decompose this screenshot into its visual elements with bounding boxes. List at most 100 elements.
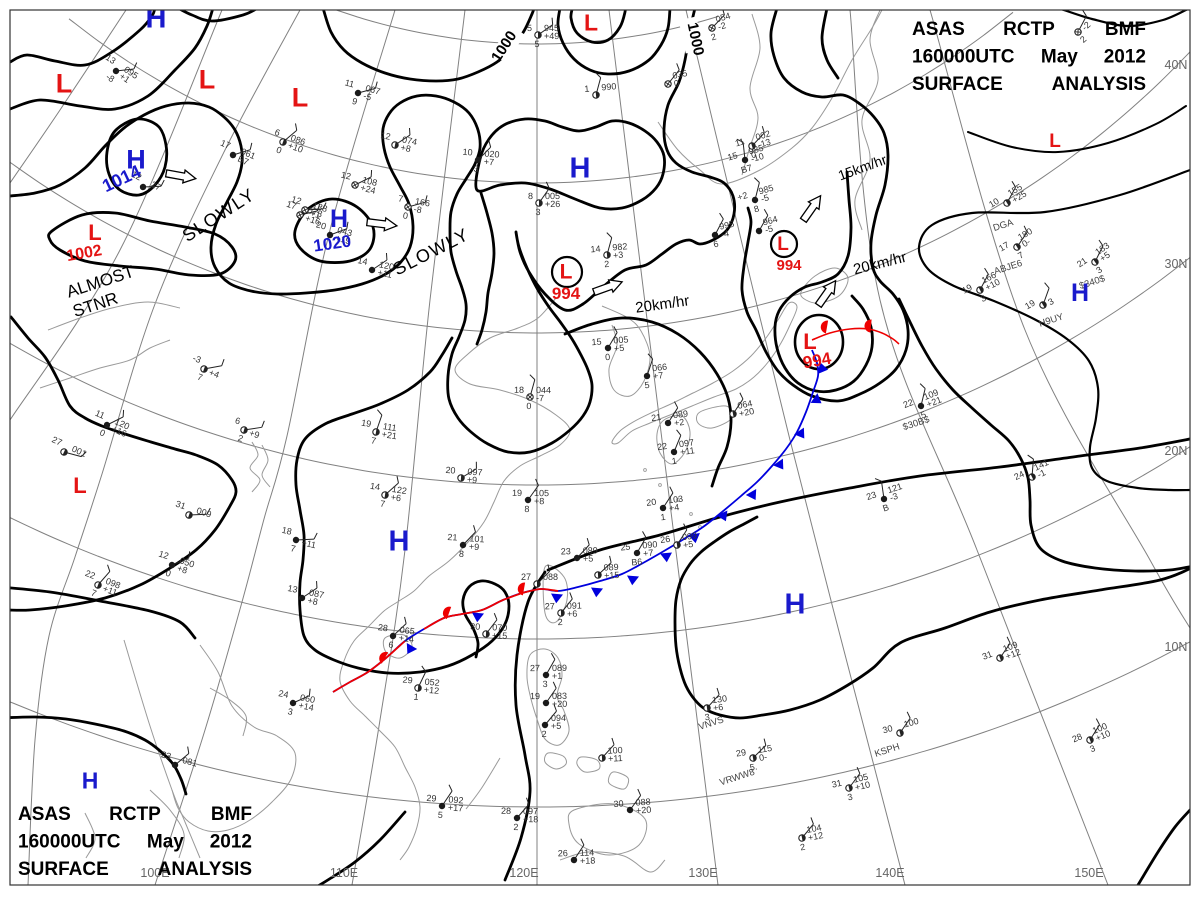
svg-text:21: 21 xyxy=(1075,255,1089,269)
svg-text:0: 0 xyxy=(402,210,409,221)
svg-text:+7: +7 xyxy=(483,156,494,167)
svg-text:115: 115 xyxy=(757,743,773,755)
svg-text:9: 9 xyxy=(351,96,358,107)
svg-text:+9: +9 xyxy=(469,541,480,552)
svg-text:8: 8 xyxy=(528,191,533,201)
svg-text:+11: +11 xyxy=(608,753,623,764)
svg-text:30: 30 xyxy=(470,621,480,631)
svg-text:+20: +20 xyxy=(636,805,652,816)
svg-text:5: 5 xyxy=(919,409,927,420)
svg-text:H: H xyxy=(785,588,806,620)
svg-text:+7: +7 xyxy=(652,370,663,381)
svg-text:5.: 5. xyxy=(749,762,758,773)
svg-text:101: 101 xyxy=(469,533,485,544)
svg-text:043: 043 xyxy=(336,225,353,238)
svg-text:+19: +19 xyxy=(334,233,351,247)
svg-text:994: 994 xyxy=(776,257,802,274)
svg-text:B7: B7 xyxy=(740,163,753,176)
svg-text:1002: 1002 xyxy=(65,242,103,265)
svg-text:12: 12 xyxy=(340,170,352,182)
svg-text:12: 12 xyxy=(157,549,170,562)
svg-text:18: 18 xyxy=(514,385,524,395)
svg-text:20N: 20N xyxy=(1165,444,1188,458)
svg-text:19: 19 xyxy=(512,488,522,498)
svg-text:130E: 130E xyxy=(688,866,717,880)
svg-text:097: 097 xyxy=(678,437,694,449)
svg-text:+14: +14 xyxy=(398,633,414,645)
svg-text:+1: +1 xyxy=(118,71,132,85)
svg-text:+5: +5 xyxy=(682,539,693,550)
svg-text:120E: 120E xyxy=(509,866,538,880)
svg-text:+15: +15 xyxy=(604,570,620,581)
svg-text:May: May xyxy=(147,832,184,853)
svg-text:8: 8 xyxy=(753,203,761,214)
svg-text:+6: +6 xyxy=(712,702,723,713)
svg-text:31: 31 xyxy=(174,499,187,512)
svg-text:+5: +5 xyxy=(583,553,594,563)
svg-text:23: 23 xyxy=(160,749,172,761)
svg-text:H: H xyxy=(1071,279,1089,307)
svg-text:19: 19 xyxy=(960,282,973,295)
svg-text:2: 2 xyxy=(237,433,245,444)
svg-text:122: 122 xyxy=(391,484,407,496)
svg-text:120: 120 xyxy=(378,259,395,272)
svg-text:26: 26 xyxy=(660,534,671,545)
svg-text:1000: 1000 xyxy=(684,21,708,57)
svg-text:20: 20 xyxy=(646,497,657,508)
svg-text:0: 0 xyxy=(605,352,611,362)
svg-text:+17: +17 xyxy=(448,802,464,813)
svg-text:L: L xyxy=(1049,131,1061,152)
svg-text:054: 054 xyxy=(714,11,731,25)
svg-text:-3: -3 xyxy=(888,491,899,503)
svg-text:8: 8 xyxy=(524,504,529,514)
svg-text:+10: +10 xyxy=(854,779,871,792)
svg-text:+8: +8 xyxy=(534,496,544,506)
svg-text:5: 5 xyxy=(644,380,650,391)
svg-text:B7: B7 xyxy=(236,154,250,167)
svg-text:11: 11 xyxy=(94,408,107,421)
svg-text:+1: +1 xyxy=(552,671,562,681)
svg-text:31: 31 xyxy=(981,649,994,662)
svg-text:2: 2 xyxy=(558,617,563,627)
svg-text:0: 0 xyxy=(98,427,107,438)
svg-text:2: 2 xyxy=(542,729,547,739)
svg-text:+11: +11 xyxy=(377,267,393,280)
svg-text:3: 3 xyxy=(704,712,710,723)
svg-text:L: L xyxy=(56,69,73,99)
svg-text:+7: +7 xyxy=(643,548,654,559)
svg-text:6: 6 xyxy=(388,640,394,651)
svg-text:065: 065 xyxy=(399,625,415,637)
svg-text:+2: +2 xyxy=(736,190,749,202)
svg-text:ASAS: ASAS xyxy=(18,804,71,825)
svg-text:070: 070 xyxy=(492,622,507,633)
svg-text:29: 29 xyxy=(426,793,437,804)
svg-text:3: 3 xyxy=(1088,743,1097,754)
svg-text:6: 6 xyxy=(712,239,719,250)
svg-text:0-: 0- xyxy=(758,752,768,763)
svg-text:100E: 100E xyxy=(140,866,169,880)
svg-text:994: 994 xyxy=(801,349,833,373)
svg-text:ASAS: ASAS xyxy=(912,19,965,40)
svg-text:990: 990 xyxy=(601,81,617,92)
svg-text:3: 3 xyxy=(979,293,988,304)
svg-text:110E: 110E xyxy=(330,866,358,880)
svg-text:1: 1 xyxy=(671,456,677,467)
svg-text:27: 27 xyxy=(149,179,163,193)
svg-text:17: 17 xyxy=(285,199,297,211)
svg-text:24: 24 xyxy=(278,688,290,700)
svg-text:-10: -10 xyxy=(750,151,765,164)
svg-text:+9: +9 xyxy=(467,474,478,485)
svg-text:083: 083 xyxy=(552,691,567,701)
svg-text:094: 094 xyxy=(551,713,566,723)
svg-text:067: 067 xyxy=(364,83,381,97)
svg-text:+3: +3 xyxy=(613,250,624,261)
svg-text:BMF: BMF xyxy=(211,804,252,825)
svg-text:B6: B6 xyxy=(631,557,643,568)
svg-text:2012: 2012 xyxy=(1104,47,1146,68)
svg-text:H: H xyxy=(389,525,410,557)
svg-text:27: 27 xyxy=(50,434,63,447)
svg-text:088: 088 xyxy=(635,797,651,808)
svg-text:+8: +8 xyxy=(176,563,189,576)
svg-text:27: 27 xyxy=(521,572,531,582)
svg-text:19: 19 xyxy=(530,691,540,701)
